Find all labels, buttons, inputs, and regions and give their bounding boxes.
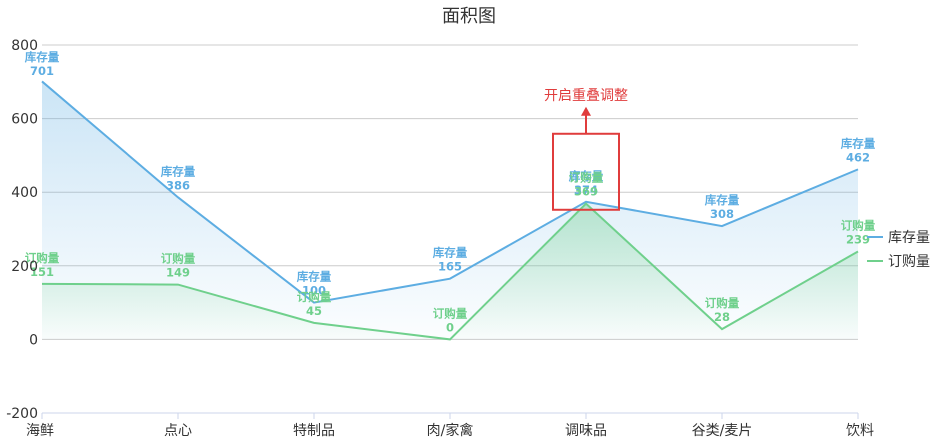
y-tick-label: 400 bbox=[11, 185, 38, 201]
data-label-value: 462 bbox=[846, 150, 870, 164]
x-tick-label: 肉/家禽 bbox=[427, 422, 474, 439]
data-label-value: 165 bbox=[438, 260, 462, 274]
area-layer bbox=[42, 81, 858, 340]
data-label-series: 订购量 bbox=[433, 306, 468, 320]
data-label-series: 订购量 bbox=[841, 218, 876, 232]
axis-layer: -200 0 200 400 600 800 海鲜 点心 特制品 肉/家禽 调味品 谷类/麦片 饮料 bbox=[6, 38, 874, 439]
annotation-layer: 开启重叠调整 bbox=[544, 88, 628, 211]
y-tick-label: 800 bbox=[11, 38, 38, 54]
data-label-series: 库存量 bbox=[433, 246, 468, 260]
data-label-value: 151 bbox=[30, 265, 54, 279]
data-label-series: 库存量 bbox=[297, 270, 332, 284]
y-tick-label: -200 bbox=[6, 406, 38, 422]
data-label-series: 订购量 bbox=[161, 252, 196, 266]
data-label-series: 库存量 bbox=[705, 193, 740, 207]
data-label-value: 100 bbox=[302, 284, 326, 298]
y-tick-label: 0 bbox=[29, 332, 38, 348]
legend-label: 订购量 bbox=[888, 254, 930, 270]
annotation-text: 开启重叠调整 bbox=[544, 88, 628, 104]
data-label-value: 149 bbox=[166, 266, 190, 280]
data-label-value: 239 bbox=[846, 232, 870, 246]
data-label-layer: 库存量701库存量386库存量100库存量165库存量374库存量308库存量4… bbox=[25, 50, 876, 334]
data-label-series: 订购量 bbox=[705, 296, 740, 310]
data-label-series: 订购量 bbox=[25, 251, 60, 265]
data-label-value: 28 bbox=[714, 310, 730, 324]
annotation-arrowhead bbox=[581, 106, 591, 116]
data-label-series: 库存量 bbox=[569, 169, 604, 183]
data-label-series: 库存量 bbox=[161, 164, 196, 178]
x-tick-label: 调味品 bbox=[565, 423, 607, 439]
x-tick-label: 特制品 bbox=[293, 423, 335, 439]
data-label-value: 0 bbox=[446, 320, 454, 334]
area-fill-2 bbox=[42, 203, 858, 340]
data-label-value: 701 bbox=[30, 64, 54, 78]
data-label-value: 386 bbox=[166, 178, 190, 192]
data-label-value: 45 bbox=[306, 304, 322, 318]
x-tick-label: 饮料 bbox=[846, 423, 874, 439]
line-layer bbox=[41, 80, 859, 341]
legend-label: 库存量 bbox=[888, 230, 930, 246]
data-label-series: 库存量 bbox=[25, 50, 60, 64]
chart-title: 面积图 bbox=[442, 6, 496, 27]
x-tick-label: 海鲜 bbox=[26, 423, 54, 439]
data-label-series: 订购量 bbox=[297, 290, 332, 304]
data-label-value: 369 bbox=[574, 185, 598, 199]
legend-item-2[interactable]: 订购量 bbox=[867, 254, 930, 270]
data-label-value: 308 bbox=[710, 207, 734, 221]
x-tick-label: 点心 bbox=[164, 423, 192, 439]
data-label-series: 订购量 bbox=[569, 171, 604, 185]
data-label-value: 374 bbox=[574, 183, 598, 197]
data-label-series: 库存量 bbox=[841, 136, 876, 150]
y-tick-label: 600 bbox=[11, 112, 38, 128]
legend-item-1[interactable]: 库存量 bbox=[867, 230, 930, 246]
x-tick-label: 谷类/麦片 bbox=[692, 423, 753, 439]
y-tick-label: 200 bbox=[11, 259, 38, 275]
